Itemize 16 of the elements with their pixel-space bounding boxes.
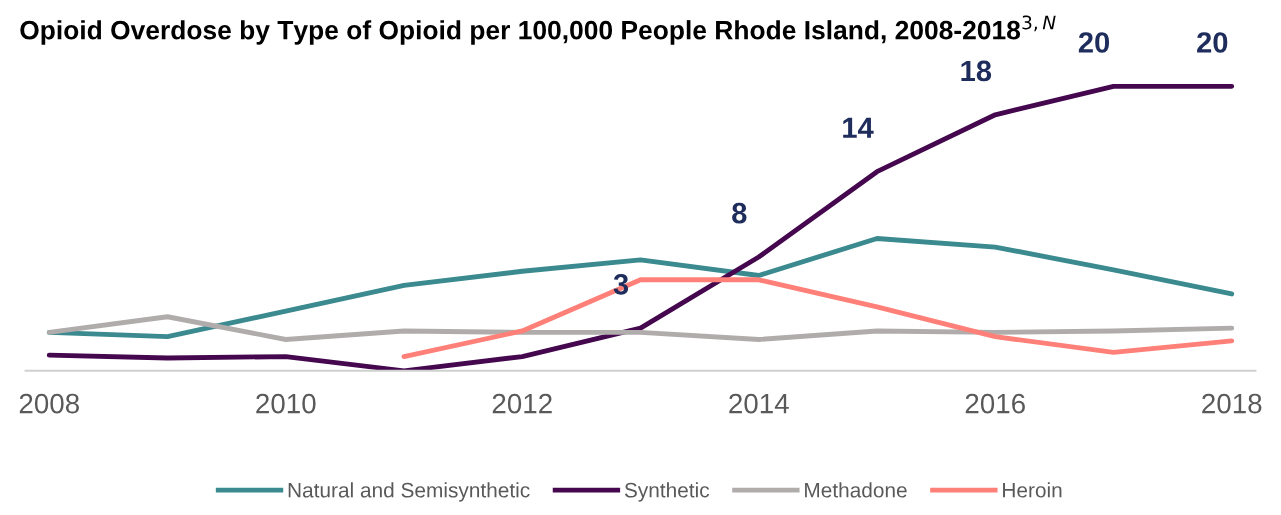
x-tick-label: 2014 [729,393,789,414]
x-tick-label: 2018 [1202,393,1262,414]
data-label: 8 [732,202,747,224]
data-label: 14 [843,117,874,138]
x-tick-label: 2016 [965,393,1025,414]
legend-label: Natural and Semisynthetic [288,482,530,502]
x-tick-label: 2012 [492,393,552,414]
legend-label: Methadone [805,482,907,498]
chart-title: Opioid Overdose by Type of Opioid per 100,000 People Rhode Island, 2008-2018$^{3,N}$ [20,15,1056,45]
legend-label: Synthetic [624,482,710,502]
data-label: 18 [961,60,992,82]
data-label: 20 [1197,32,1228,53]
data-label: 20 [1078,32,1110,53]
legend-label: Heroin [1003,482,1062,498]
x-tick-label: 2008 [19,393,79,414]
x-tick-label: 2010 [256,393,316,414]
